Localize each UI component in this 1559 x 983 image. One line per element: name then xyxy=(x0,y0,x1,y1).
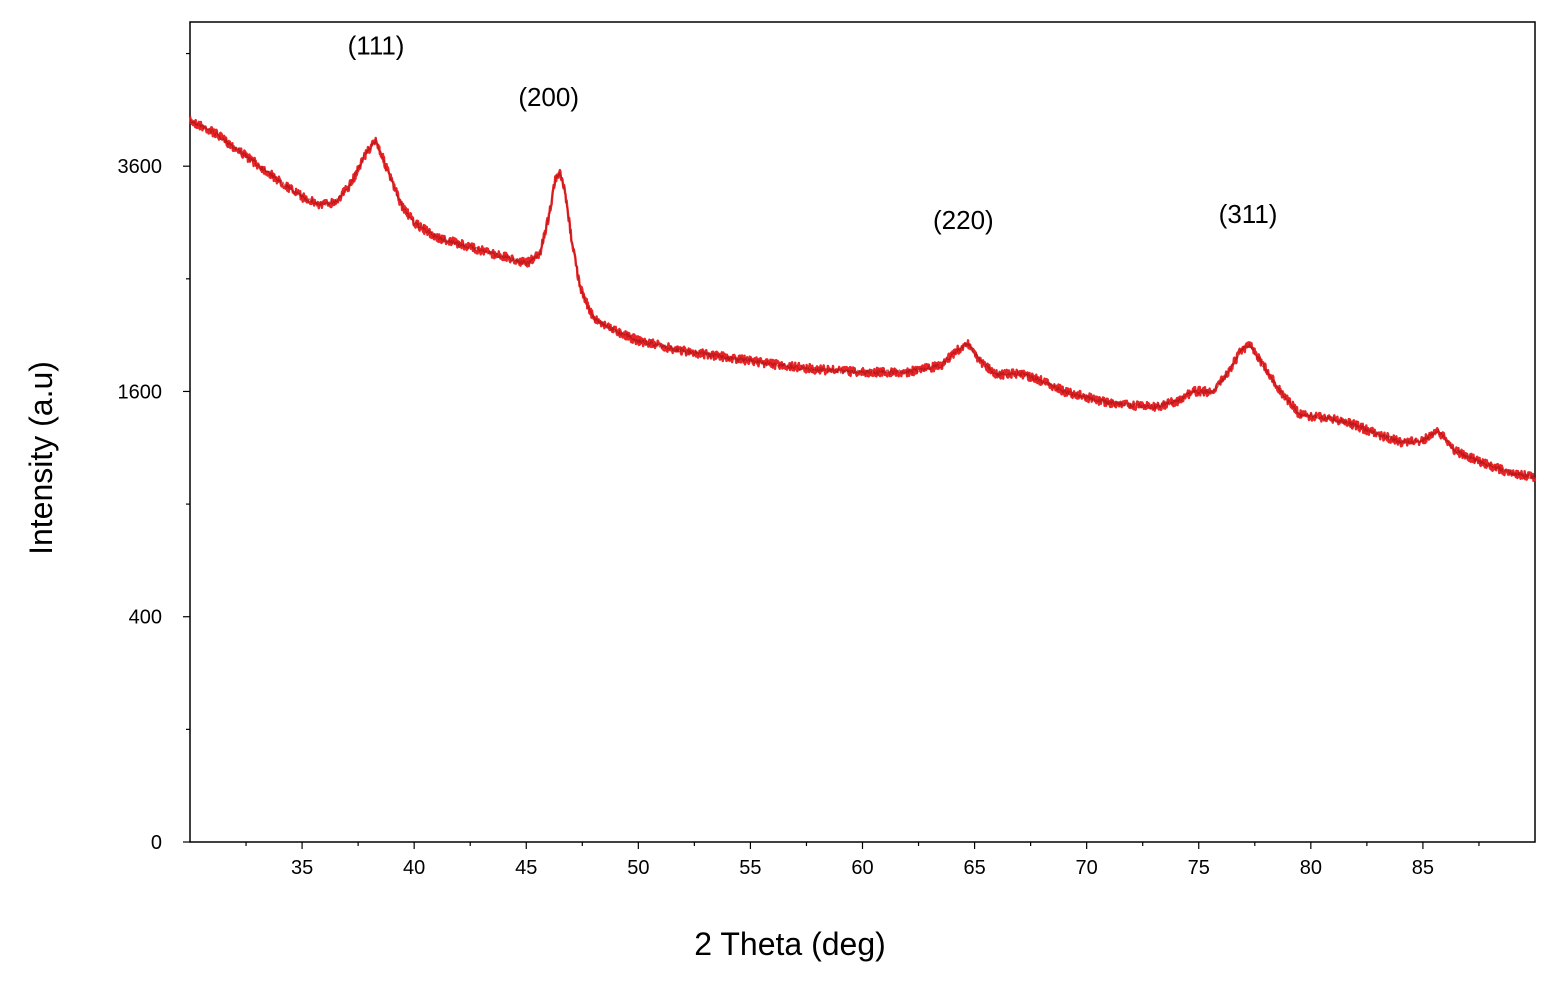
peak-label: (220) xyxy=(933,205,994,235)
y-tick-label: 0 xyxy=(151,832,162,854)
x-tick-label: 80 xyxy=(1300,857,1322,879)
axes-layer: 35 40 45 50 55 60 65 70 75 80 85 0 400 1600 3600 xyxy=(118,52,1480,879)
series-layer xyxy=(188,116,1537,482)
x-tick-label: 60 xyxy=(851,857,873,879)
annotation-layer: (111) (200) (220) (311) xyxy=(348,30,1278,235)
plot-area xyxy=(189,21,1536,843)
x-tick-label: 45 xyxy=(515,857,537,879)
x-tick-label: 75 xyxy=(1188,857,1210,879)
x-tick-label: 40 xyxy=(403,857,425,879)
y-tick-label: 1600 xyxy=(118,381,163,403)
peak-label: (200) xyxy=(518,82,579,112)
x-tick-label: 35 xyxy=(291,857,313,879)
plot-frame xyxy=(189,21,1536,843)
xrd-series-line xyxy=(188,116,1537,482)
x-tick-label: 50 xyxy=(627,857,649,879)
x-tick-label: 65 xyxy=(963,857,985,879)
peak-label: (111) xyxy=(348,30,405,60)
x-axis-title: 2 Theta (deg) xyxy=(694,926,886,962)
x-tick-label: 85 xyxy=(1412,857,1434,879)
xrd-series-core xyxy=(189,119,1536,480)
y-tick-label: 400 xyxy=(129,607,162,629)
x-tick-label: 55 xyxy=(739,857,761,879)
y-tick-label: 3600 xyxy=(118,156,163,178)
peak-label: (311) xyxy=(1219,199,1278,229)
y-axis-title: Intensity (a.u) xyxy=(23,361,59,555)
x-tick-label: 70 xyxy=(1076,857,1098,879)
